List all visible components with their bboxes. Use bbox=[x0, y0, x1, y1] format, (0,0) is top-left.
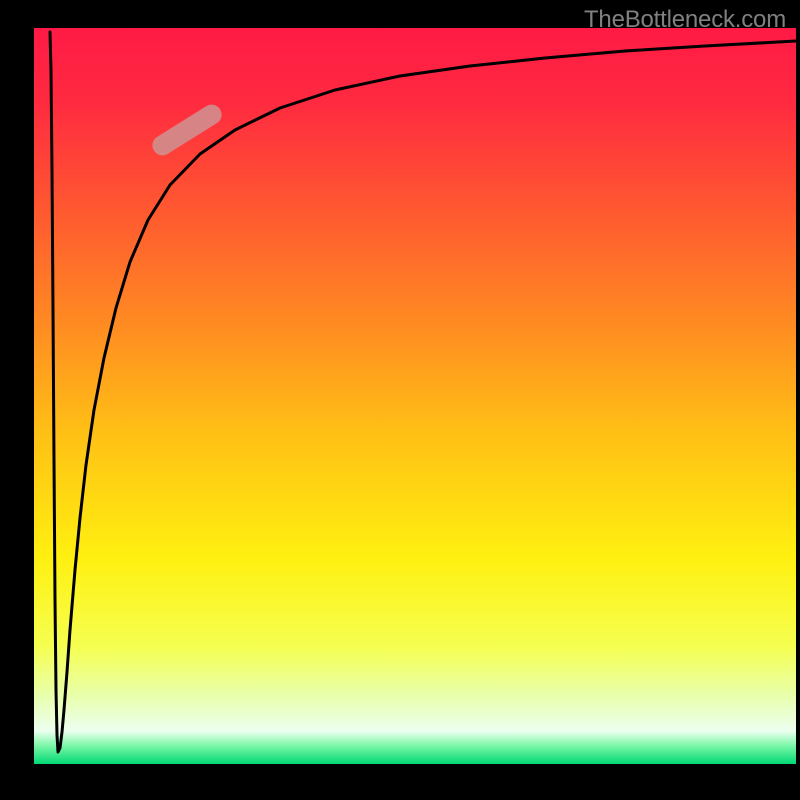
frame-border bbox=[796, 0, 800, 800]
frame-border bbox=[0, 0, 34, 800]
bottleneck-chart: { "watermark": { "text": "TheBottleneck.… bbox=[0, 0, 800, 800]
frame-border bbox=[0, 764, 800, 800]
plot-svg bbox=[0, 0, 800, 800]
watermark-text: TheBottleneck.com bbox=[584, 6, 786, 34]
gradient-background bbox=[34, 28, 796, 764]
